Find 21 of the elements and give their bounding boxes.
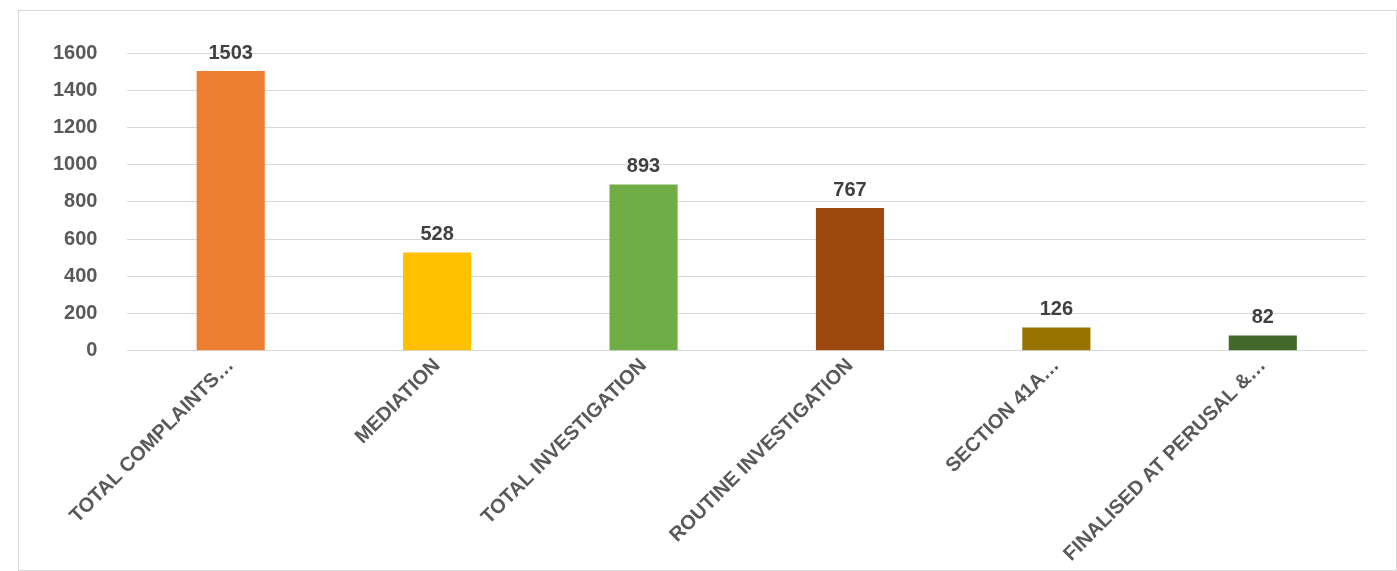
y-tick-label: 400 [64,263,98,286]
bar [1022,327,1091,351]
y-tick-label: 1600 [52,40,98,63]
data-label: 528 [420,222,454,245]
data-label: 1503 [208,40,253,63]
bar [196,71,265,351]
y-tick-label: 800 [64,189,98,212]
y-tick-label: 1400 [52,77,98,100]
y-tick-label: 600 [64,226,98,249]
bar [609,184,678,351]
y-tick-label: 200 [64,301,98,324]
data-label: 126 [1039,296,1074,319]
data-label: 82 [1251,305,1274,328]
bar [1228,335,1297,351]
y-tick-label: 0 [86,338,98,361]
y-tick-label: 1000 [52,152,98,175]
data-label: 767 [833,177,867,200]
y-tick-label: 1200 [52,114,98,137]
bar [403,252,472,351]
bar [815,208,885,351]
data-label: 893 [626,154,661,177]
